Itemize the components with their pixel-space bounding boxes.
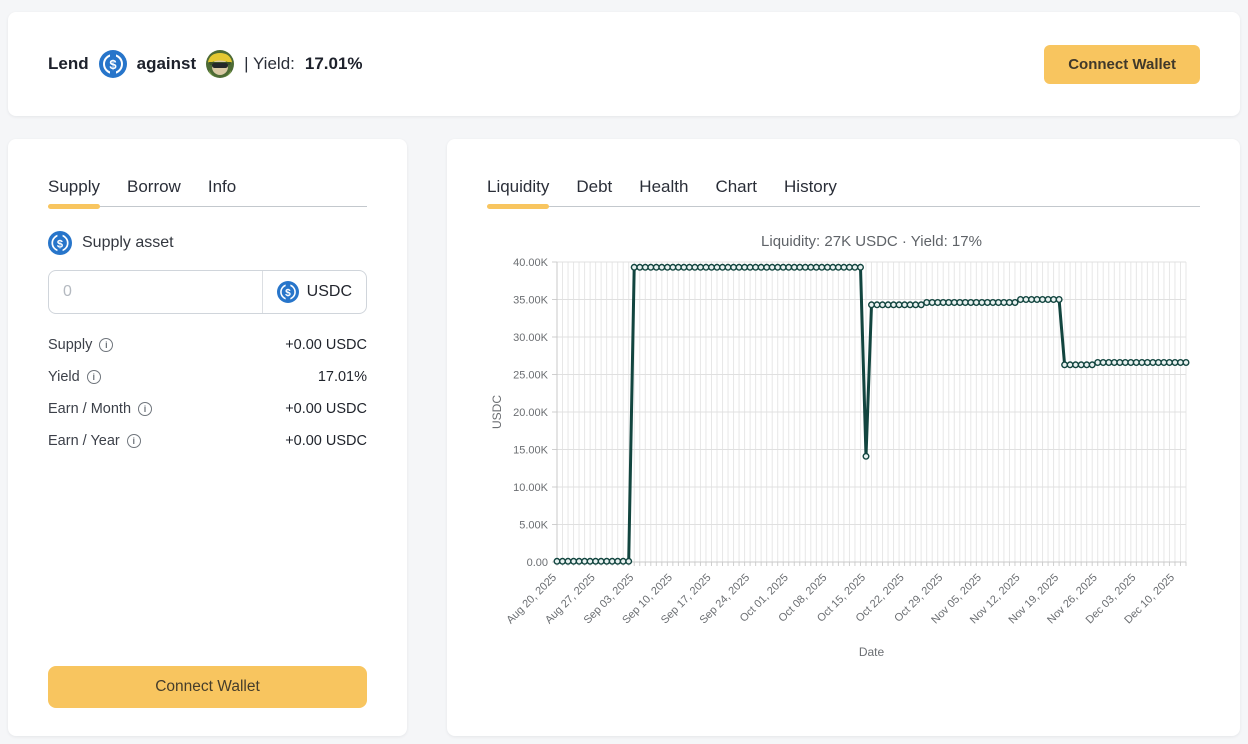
- stat-row-supply: Supply i +0.00 USDC: [48, 337, 367, 353]
- tab-chart[interactable]: Chart: [715, 177, 757, 206]
- tab-health[interactable]: Health: [639, 177, 688, 206]
- svg-text:5.00K: 5.00K: [519, 520, 548, 532]
- svg-text:40.00K: 40.00K: [513, 257, 549, 269]
- supply-asset-label: Supply asset: [82, 234, 174, 251]
- stat-earn-year-value: +0.00 USDC: [285, 433, 367, 449]
- svg-text:0.00: 0.00: [527, 557, 548, 569]
- stat-earn-year-label: Earn / Year: [48, 433, 120, 449]
- liquidity-chart[interactable]: 0.00 5.00K 10.00K 15.00K 20.00K 25.00K 30.00K 3…: [487, 254, 1200, 664]
- svg-text:10.00K: 10.00K: [513, 482, 549, 494]
- against-label: against: [136, 54, 197, 73]
- tab-history[interactable]: History: [784, 177, 837, 206]
- pair-title: Lend $ against: [48, 50, 363, 78]
- tab-supply[interactable]: Supply: [48, 177, 100, 209]
- stat-row-yield: Yield i 17.01%: [48, 369, 367, 385]
- info-icon[interactable]: i: [86, 370, 101, 384]
- usdc-icon: $: [48, 231, 72, 255]
- tab-liquidity[interactable]: Liquidity: [487, 177, 550, 209]
- supply-panel: Supply Borrow Info $ Supply asset: [8, 139, 407, 736]
- tab-borrow[interactable]: Borrow: [127, 177, 181, 206]
- yield-value: 17.01%: [304, 54, 363, 73]
- stat-yield-label: Yield: [48, 369, 80, 385]
- chart-panel: Liquidity Debt Health Chart History Liqu…: [447, 139, 1240, 736]
- connect-wallet-button-header[interactable]: Connect Wallet: [1044, 44, 1200, 84]
- asset-suffix: $ USDC: [261, 271, 366, 313]
- asset-symbol: USDC: [306, 283, 352, 300]
- stats-list: Supply i +0.00 USDC Yield i 17.01% Earn …: [48, 337, 367, 449]
- info-icon[interactable]: i: [138, 402, 153, 416]
- chart-title: Liquidity: 27K USDC · Yield: 17%: [761, 233, 982, 250]
- amount-input[interactable]: [49, 271, 262, 313]
- svg-text:$: $: [57, 238, 64, 250]
- svg-text:15.00K: 15.00K: [513, 445, 549, 457]
- tab-info[interactable]: Info: [208, 177, 236, 206]
- stat-supply-label: Supply: [48, 337, 93, 353]
- stat-supply-value: +0.00 USDC: [285, 337, 367, 353]
- info-icon[interactable]: i: [126, 434, 141, 448]
- usdc-icon: $: [98, 50, 127, 78]
- stat-earn-month-label: Earn / Month: [48, 401, 132, 417]
- tab-debt[interactable]: Debt: [576, 177, 612, 206]
- main-row: Supply Borrow Info $ Supply asset: [8, 139, 1240, 736]
- svg-text:USDC: USDC: [490, 395, 504, 429]
- svg-text:20.00K: 20.00K: [513, 407, 549, 419]
- chart-tabs: Liquidity Debt Health Chart History: [487, 177, 1200, 209]
- yield-label: | Yield:: [244, 54, 295, 73]
- svg-text:$: $: [109, 57, 117, 72]
- usdc-icon: $: [276, 281, 299, 303]
- connect-wallet-button-panel[interactable]: Connect Wallet: [48, 666, 367, 708]
- svg-text:$: $: [285, 288, 291, 299]
- info-icon[interactable]: i: [99, 338, 114, 352]
- stat-row-earn-year: Earn / Year i +0.00 USDC: [48, 433, 367, 449]
- stat-row-earn-month: Earn / Month i +0.00 USDC: [48, 401, 367, 417]
- supply-tabs: Supply Borrow Info: [48, 177, 367, 209]
- stat-earn-month-value: +0.00 USDC: [285, 401, 367, 417]
- supply-asset-row: $ Supply asset: [48, 231, 367, 255]
- svg-text:30.00K: 30.00K: [513, 332, 549, 344]
- svg-text:Date: Date: [859, 645, 885, 659]
- lend-label: Lend: [48, 54, 89, 73]
- chart-wrap: 0.00 5.00K 10.00K 15.00K 20.00K 25.00K 30.00K 3…: [487, 254, 1200, 669]
- amount-input-group: $ USDC: [48, 270, 367, 314]
- svg-text:35.00K: 35.00K: [513, 295, 549, 307]
- svg-text:25.00K: 25.00K: [513, 370, 549, 382]
- header-card: Lend $ against: [8, 12, 1240, 116]
- stat-yield-value: 17.01%: [317, 369, 367, 385]
- collateral-token-avatar: [206, 50, 235, 78]
